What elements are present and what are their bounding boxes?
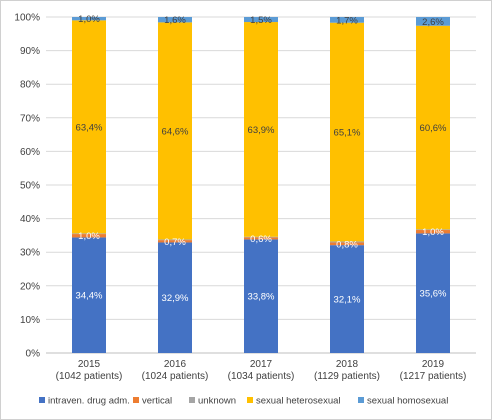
- data-label: 60,6%: [420, 123, 447, 134]
- x-tick-label-line: 2015: [78, 359, 101, 370]
- data-label: 65,1%: [334, 128, 361, 139]
- bar-segment: [158, 22, 192, 240]
- bar-segment: [244, 239, 278, 353]
- legend-label: sexual heterosexual: [256, 396, 341, 407]
- x-tick-label-line: (1042 patients): [56, 371, 123, 382]
- bar-segment: [416, 233, 450, 353]
- bar-segment: [72, 234, 106, 238]
- data-label: 32,1%: [334, 295, 361, 306]
- legend: intraven. drug adm. vertical unknown sexual…: [39, 396, 448, 407]
- x-tick-label: 2017 (1034 patients): [228, 359, 295, 382]
- legend-swatch: [358, 397, 364, 403]
- data-label: 1,7%: [336, 15, 358, 26]
- legend-swatch: [133, 397, 139, 403]
- y-tick-label: 10%: [20, 315, 40, 326]
- data-label: 63,4%: [76, 122, 103, 133]
- data-label: 32,9%: [162, 293, 189, 304]
- y-axis-ticks: 0% 10% 20% 30% 40% 50% 60% 70% 80% 90% 100%: [14, 13, 40, 360]
- legend-label: vertical: [142, 396, 172, 407]
- bar-segment: [416, 17, 450, 26]
- legend-label: intraven. drug adm.: [48, 396, 130, 407]
- y-tick-label: 20%: [20, 281, 40, 292]
- bar-segment: [330, 245, 364, 353]
- legend-swatch: [247, 397, 253, 403]
- data-label: 0,8%: [336, 239, 358, 250]
- bar-segment: [158, 239, 192, 241]
- data-label: 33,8%: [248, 292, 275, 303]
- bar-segment: [244, 22, 278, 237]
- x-tick-label: 2018 (1129 patients): [314, 359, 380, 382]
- legend-swatch: [189, 397, 195, 403]
- data-label: 35,6%: [420, 289, 447, 300]
- x-tick-label-line: 2016: [164, 359, 187, 370]
- bar-segment: [158, 242, 192, 353]
- x-tick-label: 2015 (1042 patients): [56, 359, 123, 382]
- data-label: 1,0%: [422, 227, 444, 238]
- x-tick-label-line: (1129 patients): [314, 371, 380, 382]
- bar-segment: [416, 230, 450, 234]
- data-labels: 34,4% 1,0% 63,4% 1,0% 32,9% 0,7% 64,6% 1,6% 33,8…: [76, 14, 447, 305]
- x-tick-label: 2016 (1024 patients): [142, 359, 209, 382]
- y-tick-label: 50%: [20, 181, 40, 192]
- x-axis-ticks: 2015 (1042 patients)2016 (1024 patients)20…: [56, 359, 467, 382]
- data-label: 2,6%: [422, 17, 444, 28]
- bar-segment: [244, 236, 278, 238]
- bar-segment: [158, 17, 192, 23]
- y-tick-label: 30%: [20, 248, 40, 259]
- x-tick-label: 2019 (1217 patients): [400, 359, 467, 382]
- bar-segment: [416, 25, 450, 230]
- y-tick-label: 40%: [20, 214, 40, 225]
- data-label: 1,0%: [78, 14, 100, 25]
- bar-segment: [158, 240, 192, 243]
- bar-segment: [330, 242, 364, 246]
- data-label: 1,6%: [164, 15, 186, 26]
- legend-swatch: [39, 397, 45, 403]
- bar-segment: [330, 22, 364, 242]
- y-tick-label: 100%: [14, 13, 40, 24]
- data-label: 0,7%: [164, 237, 186, 248]
- x-tick-label-line: 2017: [250, 359, 273, 370]
- bar-segment: [330, 17, 364, 23]
- bar-segment: [416, 229, 450, 231]
- bar-segment: [72, 233, 106, 235]
- bars: [72, 17, 450, 353]
- bar-segment: [72, 237, 106, 353]
- bar-segment: [72, 17, 106, 21]
- data-label: 1,5%: [250, 15, 272, 26]
- data-label: 1,0%: [78, 231, 100, 242]
- y-tick-label: 80%: [20, 80, 40, 91]
- x-tick-label-line: 2018: [336, 359, 359, 370]
- bar-segment: [72, 20, 106, 234]
- y-tick-label: 60%: [20, 147, 40, 158]
- x-tick-label-line: (1024 patients): [142, 371, 209, 382]
- x-tick-label-line: (1217 patients): [400, 371, 467, 382]
- y-tick-label: 70%: [20, 113, 40, 124]
- legend-label: unknown: [198, 396, 236, 407]
- x-tick-label-line: 2019: [422, 359, 445, 370]
- y-tick-label: 0%: [26, 349, 41, 360]
- data-label: 0,6%: [250, 234, 272, 245]
- bar-segment: [244, 17, 278, 23]
- data-label: 34,4%: [76, 291, 103, 302]
- data-label: 63,9%: [248, 125, 275, 136]
- data-label: 64,6%: [162, 126, 189, 137]
- x-tick-label-line: (1034 patients): [228, 371, 295, 382]
- legend-label: sexual homosexual: [367, 396, 448, 407]
- y-tick-label: 90%: [20, 46, 40, 57]
- bar-segment: [244, 237, 278, 240]
- bar-segment: [330, 241, 364, 243]
